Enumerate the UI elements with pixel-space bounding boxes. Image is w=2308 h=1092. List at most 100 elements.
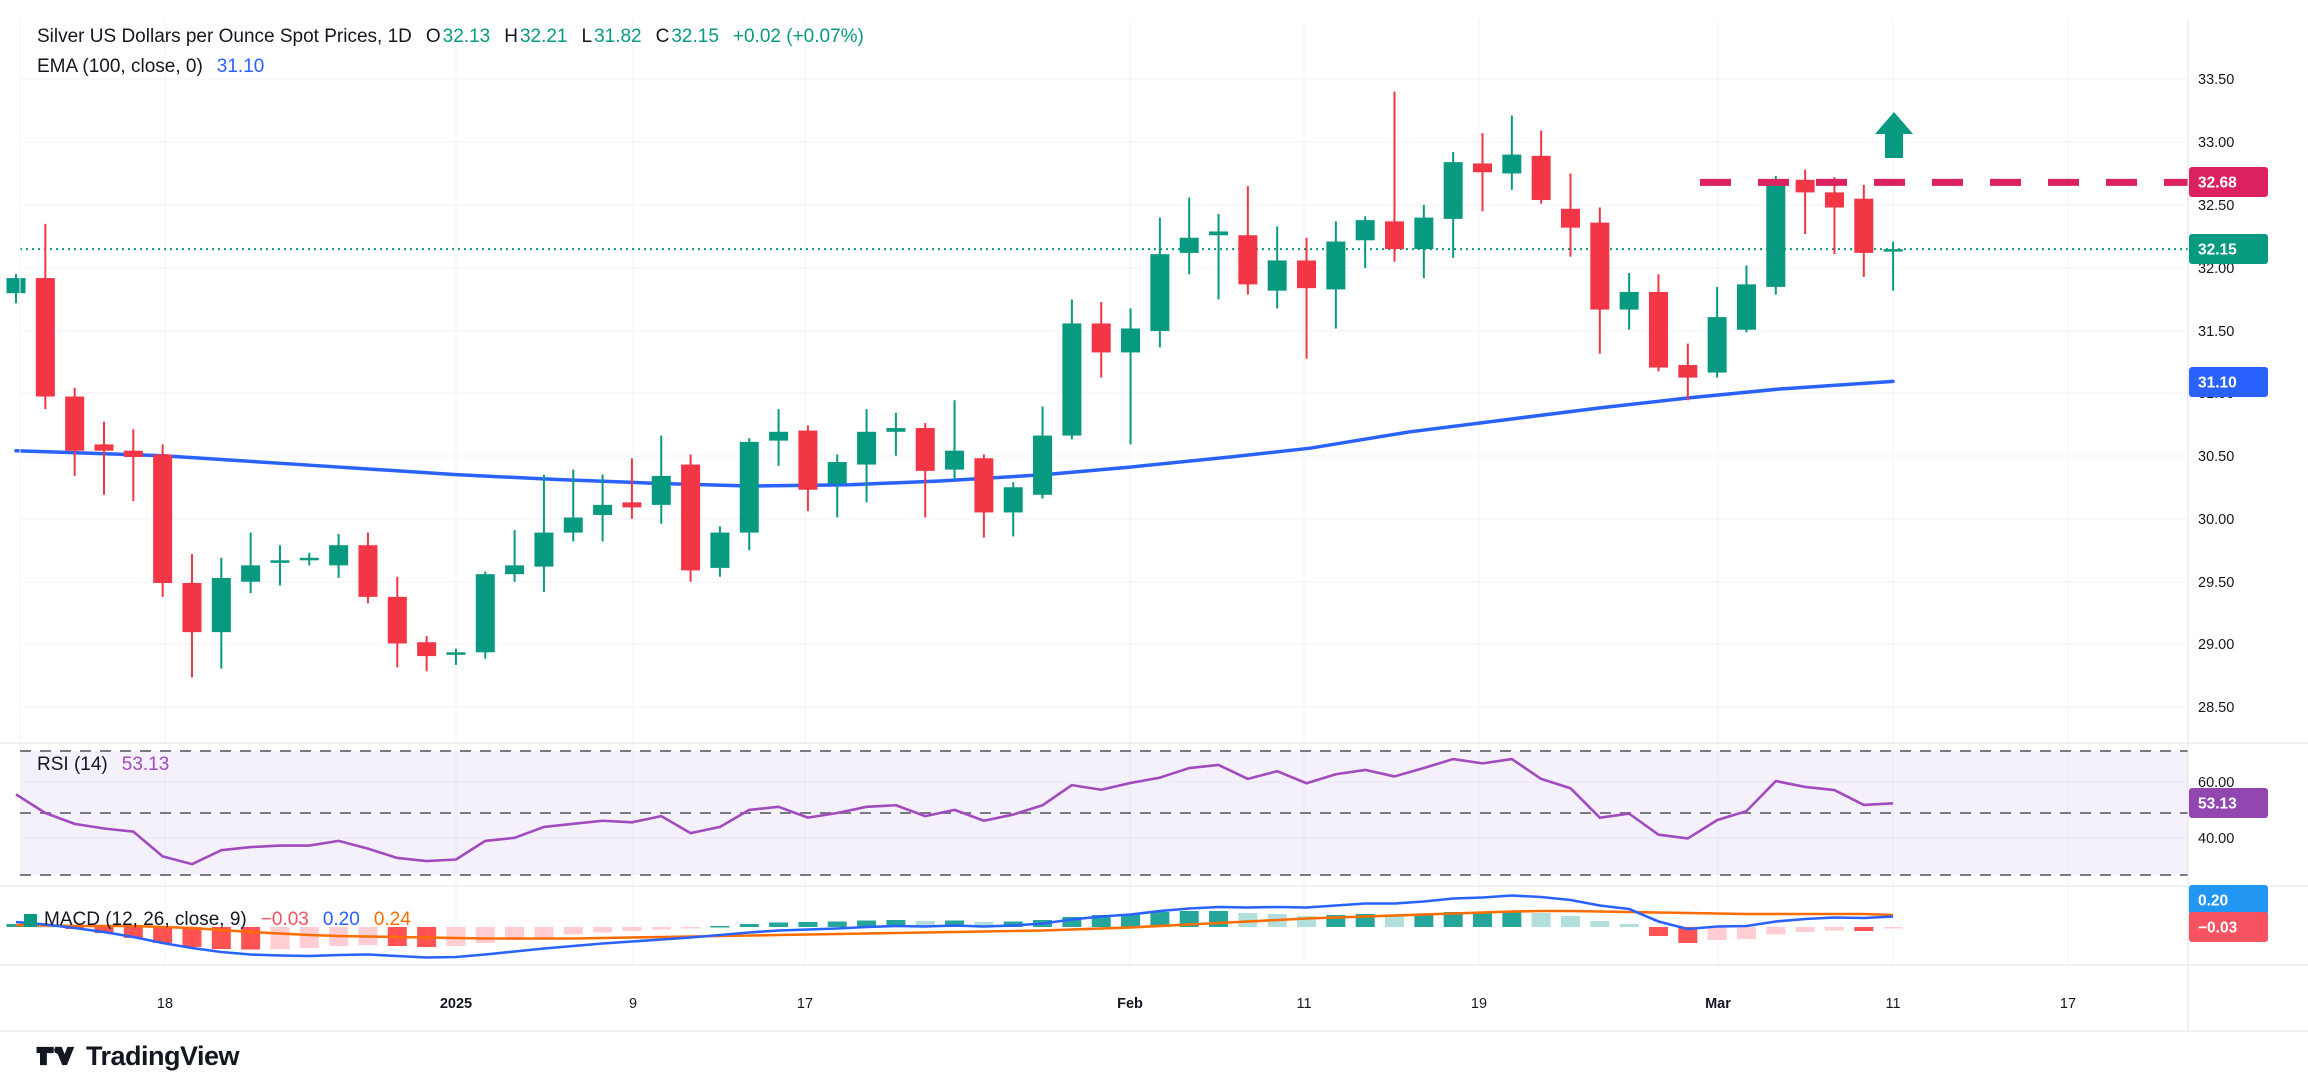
tradingview-logo[interactable]: TradingView xyxy=(36,1040,240,1072)
candle-up[interactable] xyxy=(1179,237,1199,253)
candle-up[interactable] xyxy=(857,431,877,465)
ohlc-close: C 32.15 xyxy=(655,26,719,47)
macd-signal-value: 0.24 xyxy=(373,909,411,930)
candle-down[interactable] xyxy=(1590,222,1610,310)
tradingview-logo-text: TradingView xyxy=(86,1040,240,1071)
macd-hist-value: −0.03 xyxy=(260,909,309,930)
candle-up[interactable] xyxy=(1003,487,1023,513)
macd-histogram-bar xyxy=(1736,927,1756,939)
candle-down[interactable] xyxy=(387,596,407,644)
candle-up[interactable] xyxy=(1033,435,1053,495)
candle-up[interactable] xyxy=(1062,323,1082,436)
candle-down[interactable] xyxy=(1297,260,1317,289)
macd-histogram-bar xyxy=(1560,916,1580,927)
macd-histogram-bar xyxy=(1473,912,1492,927)
macd-histogram-bar xyxy=(593,927,613,933)
candle-down[interactable] xyxy=(417,642,437,657)
price-axis-label: 29.00 xyxy=(2198,637,2234,653)
candle-up[interactable] xyxy=(211,577,231,633)
candle-down[interactable] xyxy=(1854,198,1874,253)
candle-down[interactable] xyxy=(1385,221,1405,250)
candle-down[interactable] xyxy=(1648,291,1668,368)
candle-up[interactable] xyxy=(886,428,906,432)
candle-down[interactable] xyxy=(681,464,701,571)
macd-histogram-bar xyxy=(1121,914,1141,927)
candle-up[interactable] xyxy=(593,504,613,515)
candle-up[interactable] xyxy=(475,574,495,653)
candle-up[interactable] xyxy=(1443,162,1463,219)
symbol-legend[interactable]: Silver US Dollars per Ounce Spot Prices,… xyxy=(37,24,864,50)
candle-up[interactable] xyxy=(446,652,466,655)
rsi-axis-label: 60.00 xyxy=(2198,775,2234,791)
price-axis-badge-label: 0.20 xyxy=(2198,893,2228,910)
macd-histogram-bar xyxy=(211,927,231,949)
price-axis-label: 30.00 xyxy=(2198,512,2234,528)
candle-up[interactable] xyxy=(241,565,261,582)
candle-down[interactable] xyxy=(153,454,173,583)
candle-up[interactable] xyxy=(1707,317,1727,373)
candle-down[interactable] xyxy=(35,278,55,397)
candle-up[interactable] xyxy=(1355,220,1375,241)
macd-histogram-bar xyxy=(739,924,759,927)
rsi-legend[interactable]: RSI (14) 53.13 xyxy=(37,752,169,778)
time-axis-label: 19 xyxy=(1471,996,1487,1012)
candle-down[interactable] xyxy=(65,396,85,451)
candle-up[interactable] xyxy=(563,517,583,533)
candle-down[interactable] xyxy=(182,583,202,633)
candle-down[interactable] xyxy=(358,545,378,597)
candle-up[interactable] xyxy=(299,557,319,561)
candle-up[interactable] xyxy=(710,532,730,568)
macd-histogram-bar xyxy=(153,927,173,943)
candle-down[interactable] xyxy=(1473,163,1492,173)
candle-down[interactable] xyxy=(1795,179,1815,193)
candle-up[interactable] xyxy=(1883,249,1903,252)
up-arrow-marker[interactable] xyxy=(1875,112,1913,158)
candle-up[interactable] xyxy=(1502,154,1522,174)
candle-down[interactable] xyxy=(1678,365,1698,378)
candle-down[interactable] xyxy=(1091,323,1111,353)
candle-down[interactable] xyxy=(1531,155,1551,200)
price-axis-label: 33.50 xyxy=(2198,72,2234,88)
candle-up[interactable] xyxy=(534,532,554,567)
price-axis-badge xyxy=(2189,367,2268,397)
macd-histogram-bar xyxy=(857,920,877,927)
candle-up[interactable] xyxy=(651,475,671,505)
candle-up[interactable] xyxy=(1150,254,1170,331)
candle-down[interactable] xyxy=(1560,208,1580,228)
candle-up[interactable] xyxy=(769,431,789,441)
change-value: +0.02 (+0.07%) xyxy=(732,26,864,47)
candle-up[interactable] xyxy=(1267,260,1287,291)
candle-up[interactable] xyxy=(945,450,965,470)
candle-up[interactable] xyxy=(6,278,26,294)
candle-up[interactable] xyxy=(329,545,349,566)
price-axis-label: 29.50 xyxy=(2198,575,2234,591)
candle-up[interactable] xyxy=(1619,291,1639,310)
candle-up[interactable] xyxy=(1736,284,1756,330)
candle-up[interactable] xyxy=(1326,241,1346,290)
candle-down[interactable] xyxy=(94,444,114,451)
price-axis-badge-label: 53.13 xyxy=(2198,796,2237,813)
macd-histogram-bar xyxy=(1385,915,1405,927)
ema-legend[interactable]: EMA (100, close, 0) 31.10 xyxy=(37,54,264,80)
candle-up[interactable] xyxy=(505,565,525,575)
candle-up[interactable] xyxy=(270,560,290,563)
candle-down[interactable] xyxy=(622,502,642,508)
candle-up[interactable] xyxy=(1414,217,1434,250)
candle-down[interactable] xyxy=(123,450,143,457)
candle-down[interactable] xyxy=(974,458,994,513)
candle-down[interactable] xyxy=(915,428,935,471)
tradingview-logo-icon xyxy=(36,1046,75,1066)
candle-up[interactable] xyxy=(739,441,759,533)
macd-histogram-bar xyxy=(915,921,935,927)
candle-up[interactable] xyxy=(1766,179,1786,287)
candle-down[interactable] xyxy=(798,430,818,490)
candle-up[interactable] xyxy=(827,462,847,484)
candle-down[interactable] xyxy=(1238,235,1258,285)
candle-up[interactable] xyxy=(1209,231,1229,236)
candle-down[interactable] xyxy=(1824,192,1844,208)
macd-legend[interactable]: MACD (12, 26, close, 9) −0.03 0.20 0.24 xyxy=(24,907,411,933)
macd-histogram-bar xyxy=(710,926,730,928)
candle-up[interactable] xyxy=(1121,328,1141,353)
macd-histogram-bar xyxy=(1795,927,1815,932)
